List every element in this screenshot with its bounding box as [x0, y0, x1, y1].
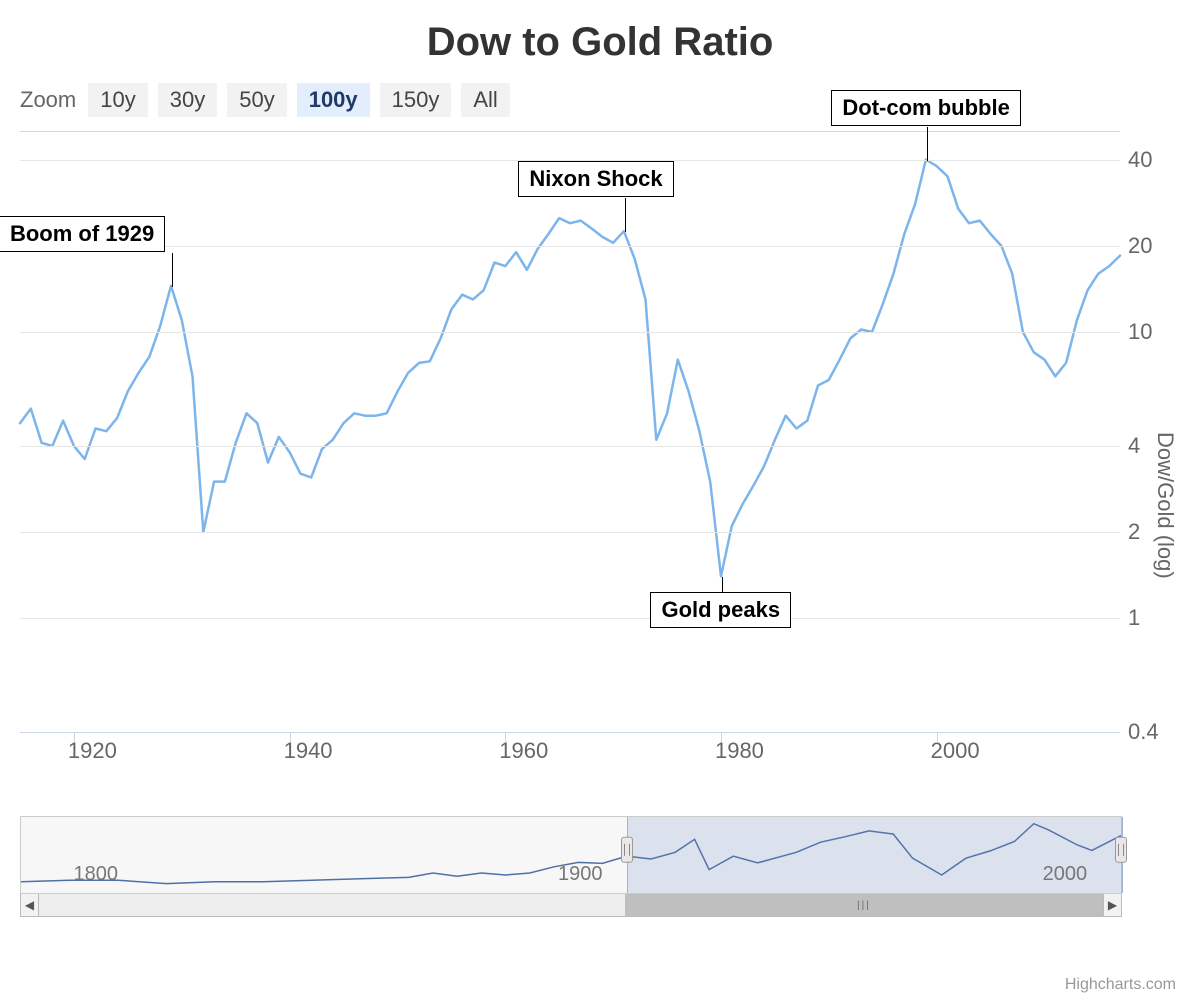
series-line	[20, 160, 1120, 577]
x-tick-label: 1960	[499, 738, 548, 764]
gridline	[20, 446, 1120, 447]
annotation-nixon-shock: Nixon Shock	[518, 161, 673, 197]
zoom-button-100y[interactable]: 100y	[297, 83, 370, 117]
scrollbar-left-button[interactable]: ◀	[21, 894, 39, 916]
zoom-button-30y[interactable]: 30y	[158, 83, 217, 117]
y-tick-label: 1	[1128, 605, 1140, 631]
navigator-x-tick: 1900	[558, 863, 603, 886]
navigator-x-tick: 1800	[73, 863, 118, 886]
main-plot-area: Dow/Gold (log) 0.4124102040Boom of 1929N…	[20, 131, 1120, 732]
gridline	[20, 618, 1120, 619]
gridline	[20, 332, 1120, 333]
navigator-handle-left[interactable]	[621, 837, 633, 863]
navigator-scrollbar[interactable]: ◀ ||| ▶	[20, 894, 1122, 917]
zoom-button-all[interactable]: All	[461, 83, 509, 117]
line-chart	[20, 132, 1120, 732]
annotation-gold-peaks: Gold peaks	[650, 592, 791, 628]
zoom-button-50y[interactable]: 50y	[227, 83, 286, 117]
zoom-label: Zoom	[20, 87, 76, 113]
annotation-dot-com-bubble: Dot-com bubble	[831, 90, 1020, 126]
x-tick-label: 2000	[931, 738, 980, 764]
zoom-button-10y[interactable]: 10y	[88, 83, 147, 117]
y-tick-label: 0.4	[1128, 719, 1159, 745]
y-axis-title: Dow/Gold (log)	[1152, 432, 1178, 579]
y-tick-label: 10	[1128, 319, 1152, 345]
gridline	[20, 532, 1120, 533]
scrollbar-track[interactable]: |||	[39, 894, 1103, 916]
y-tick-label: 4	[1128, 433, 1140, 459]
credits-link[interactable]: Highcharts.com	[1065, 976, 1176, 994]
y-tick-label: 40	[1128, 147, 1152, 173]
chart-title: Dow to Gold Ratio	[20, 20, 1180, 65]
scrollbar-right-button[interactable]: ▶	[1103, 894, 1121, 916]
y-tick-label: 2	[1128, 519, 1140, 545]
navigator-handle-right[interactable]	[1115, 837, 1127, 863]
navigator[interactable]: 1800 1900 2000	[20, 816, 1122, 894]
gridline	[20, 246, 1120, 247]
x-tick-label: 1940	[284, 738, 333, 764]
scrollbar-thumb[interactable]: |||	[625, 894, 1103, 916]
annotation-boom-of-1929: Boom of 1929	[0, 216, 165, 252]
x-tick-label: 1980	[715, 738, 764, 764]
navigator-x-tick: 2000	[1043, 863, 1088, 886]
y-tick-label: 20	[1128, 233, 1152, 259]
zoom-button-150y[interactable]: 150y	[380, 83, 452, 117]
x-axis: 1920 1940 1960 1980 2000	[20, 732, 1120, 768]
x-tick-label: 1920	[68, 738, 117, 764]
